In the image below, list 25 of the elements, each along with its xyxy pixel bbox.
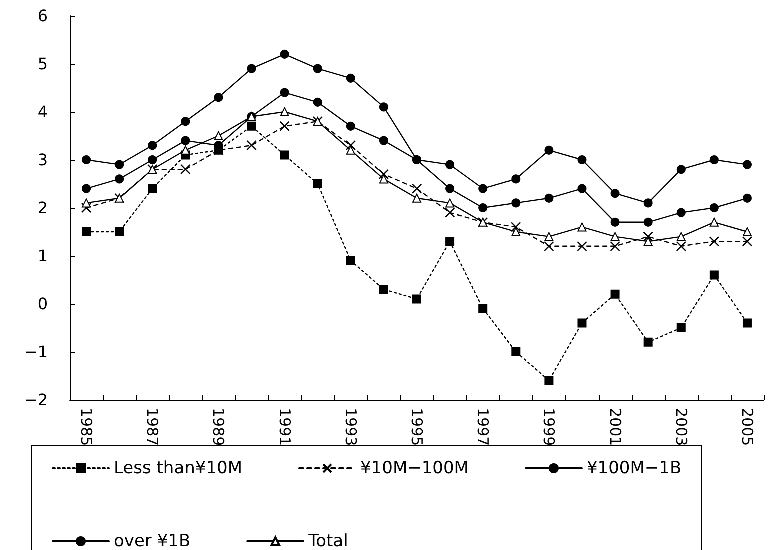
legend-label: ¥10M−100M — [360, 458, 469, 478]
legend-label: Less than¥10M — [114, 458, 242, 478]
x-tick-label: 1989 — [210, 408, 228, 446]
x-tick-label: 1995 — [408, 408, 426, 446]
x-tick-label: 1991 — [276, 408, 294, 446]
x-tick-label: 1987 — [144, 408, 162, 446]
x-tick-label: 1985 — [78, 408, 96, 446]
y-tick-label: 0 — [38, 294, 48, 314]
legend-label: ¥100M−1B — [586, 458, 682, 478]
x-tick-label: 2005 — [738, 408, 756, 446]
y-tick-label: 3 — [38, 150, 48, 170]
x-tick-label: 1999 — [540, 408, 558, 446]
y-tick-label: −1 — [24, 342, 48, 362]
x-tick-label: 1993 — [342, 408, 360, 446]
y-tick-label: 1 — [38, 246, 48, 266]
legend-label: Total — [308, 532, 348, 550]
y-tick-label: −2 — [24, 390, 48, 410]
x-tick-label: 2001 — [606, 408, 624, 446]
y-tick-label: 5 — [38, 54, 48, 74]
x-tick-label: 2003 — [672, 408, 690, 446]
legend-label: over ¥1B — [114, 532, 191, 550]
y-tick-label: 4 — [38, 102, 48, 122]
x-tick-label: 1997 — [474, 408, 492, 446]
y-tick-label: 2 — [38, 198, 48, 218]
y-tick-label: 6 — [38, 6, 48, 26]
